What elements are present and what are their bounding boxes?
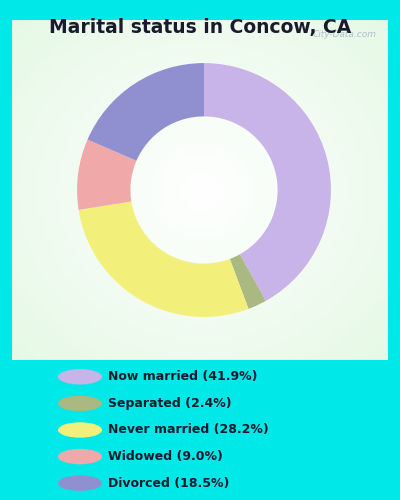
Text: Widowed (9.0%): Widowed (9.0%): [108, 450, 223, 463]
Text: Never married (28.2%): Never married (28.2%): [108, 424, 269, 436]
Text: Separated (2.4%): Separated (2.4%): [108, 397, 232, 410]
Circle shape: [58, 449, 102, 464]
Text: Divorced (18.5%): Divorced (18.5%): [108, 476, 229, 490]
Wedge shape: [79, 202, 248, 317]
Circle shape: [58, 396, 102, 411]
Text: Marital status in Concow, CA: Marital status in Concow, CA: [49, 18, 351, 36]
Circle shape: [58, 422, 102, 438]
Wedge shape: [204, 63, 331, 301]
Wedge shape: [230, 254, 266, 309]
Wedge shape: [88, 63, 204, 161]
Text: Now married (41.9%): Now married (41.9%): [108, 370, 258, 384]
Text: City-Data.com: City-Data.com: [313, 30, 377, 39]
Circle shape: [58, 369, 102, 384]
Wedge shape: [77, 140, 136, 210]
Circle shape: [58, 476, 102, 491]
